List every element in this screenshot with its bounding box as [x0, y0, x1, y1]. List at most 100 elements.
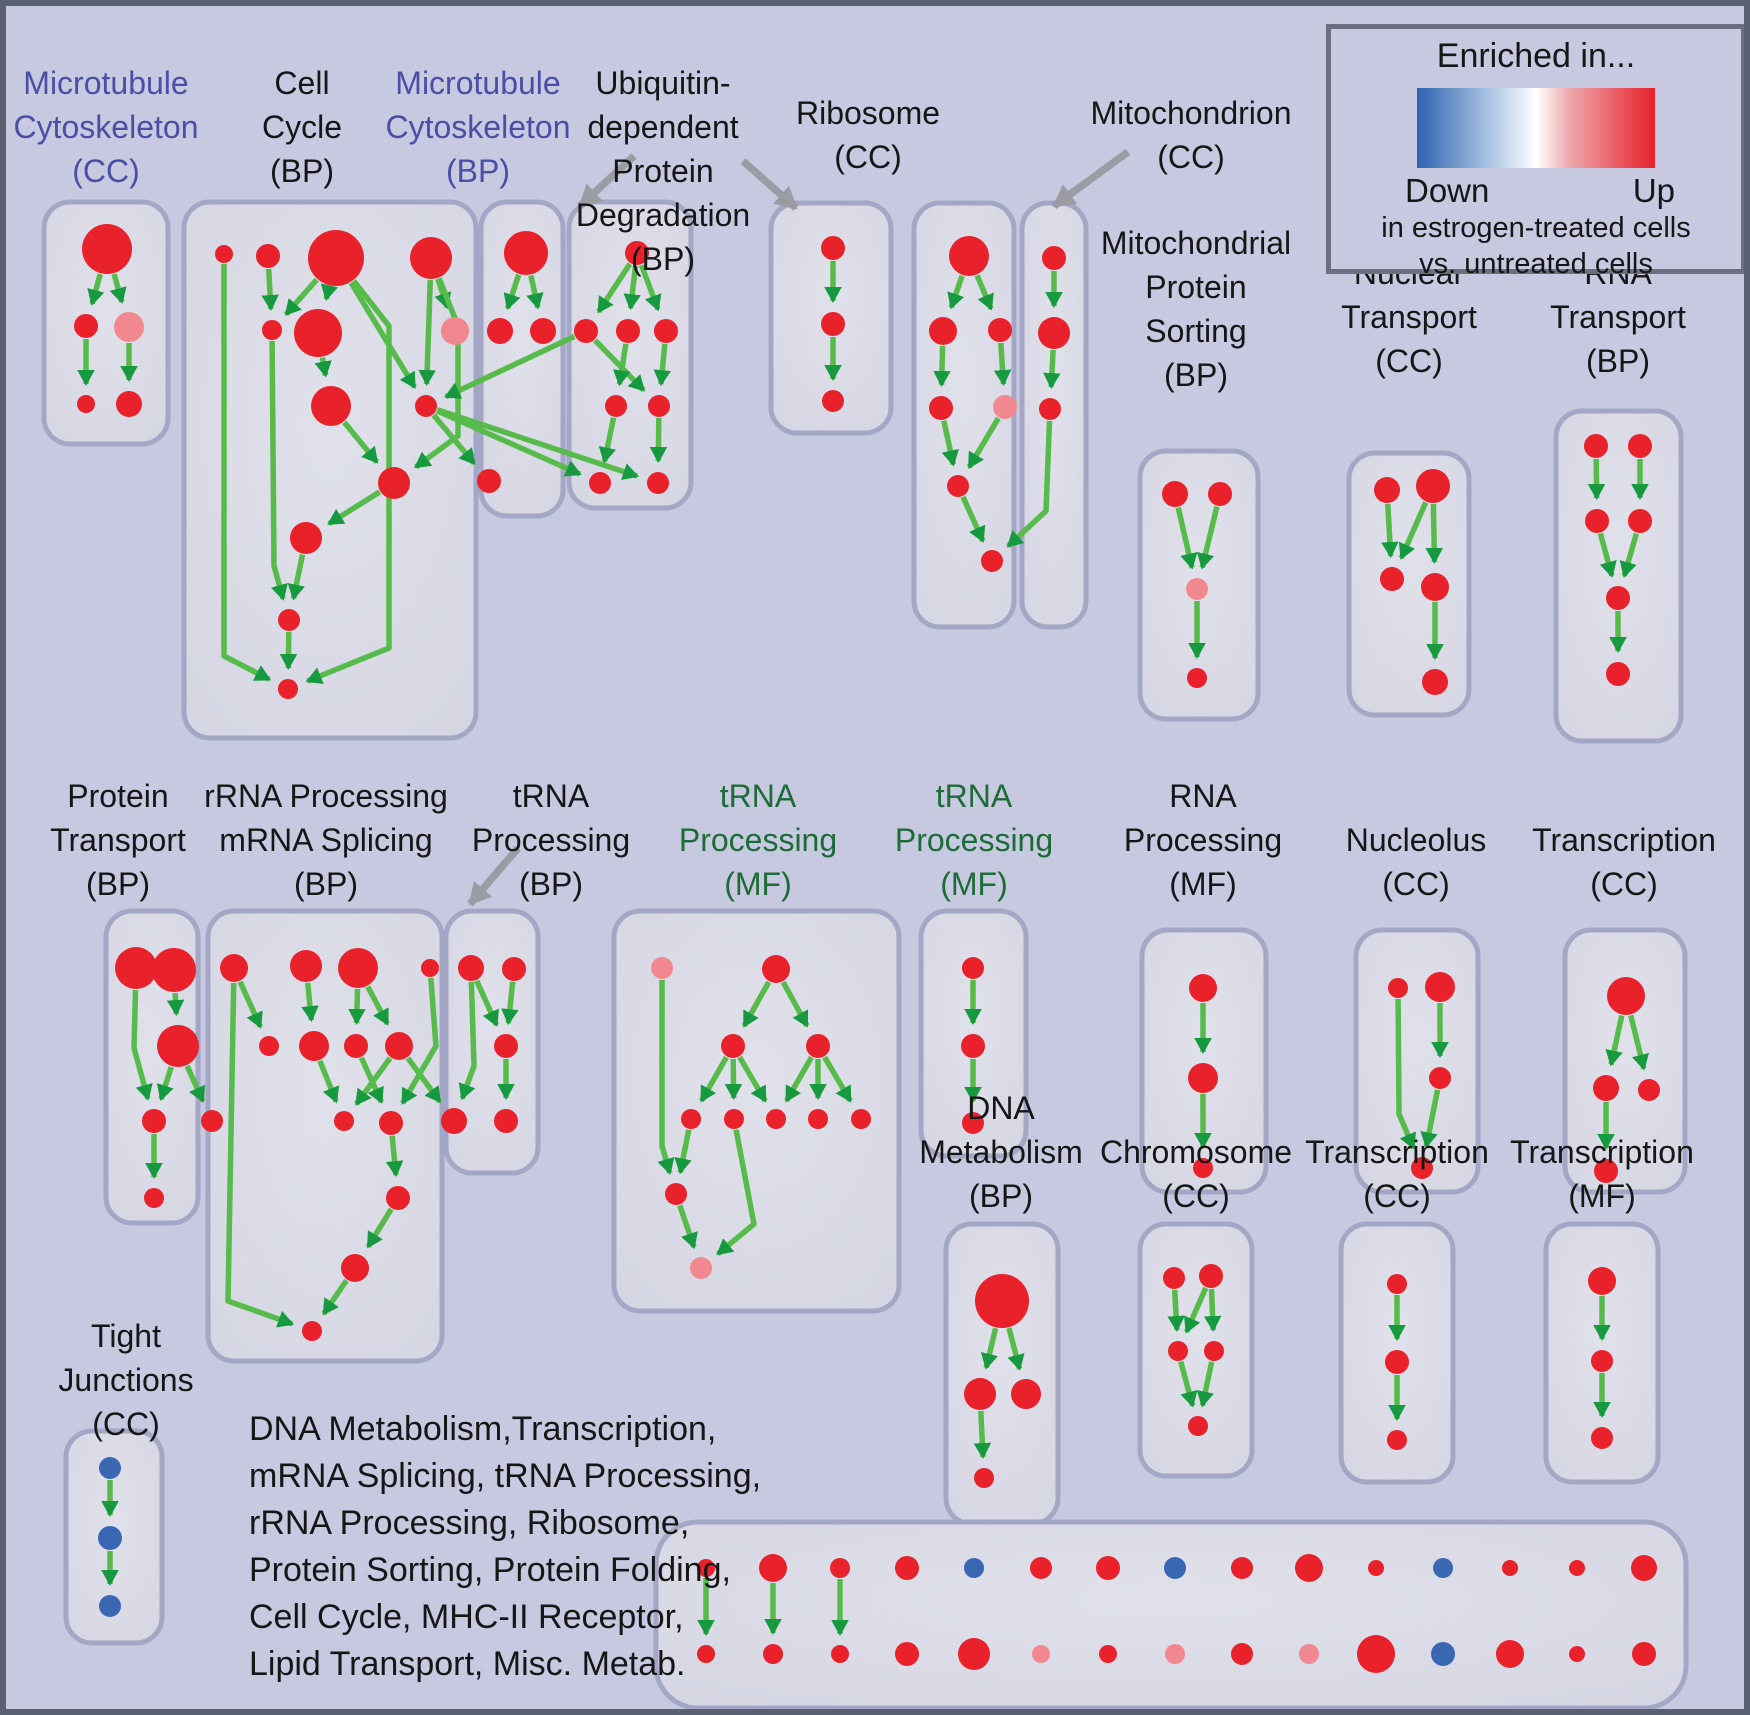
group-box-rna-processing-mf	[1139, 927, 1269, 1195]
network-canvas	[41, 148, 1689, 1709]
go-term-node	[1628, 509, 1652, 533]
group-label-transcription-mf: Transcription (MF)	[1510, 1130, 1694, 1218]
go-term-node	[1593, 1075, 1619, 1101]
go-term-node	[974, 1468, 994, 1488]
edge-arrow	[941, 420, 959, 467]
edge-arrow	[1196, 1361, 1215, 1408]
group-box-chromosome	[1137, 1221, 1255, 1479]
edge-arrow	[348, 988, 366, 1025]
group-label-line: Cytoskeleton	[385, 109, 571, 145]
go-term-node	[1416, 469, 1450, 503]
edge-arrow	[131, 989, 153, 1101]
edge-arrow	[261, 268, 279, 311]
go-term-node	[1038, 317, 1070, 349]
edge-arrow	[699, 1055, 729, 1103]
go-term-node	[98, 1526, 122, 1550]
group-label-line: (CC)	[834, 139, 902, 175]
go-term-node	[338, 948, 378, 988]
edge-arrow	[674, 1129, 692, 1175]
group-label-line: (BP)	[1586, 343, 1650, 379]
legend: Enriched in... Down Up in estrogen-treat…	[1326, 24, 1744, 280]
group-label-line: (MF)	[1568, 1178, 1636, 1214]
edge-arrow	[400, 977, 439, 1105]
group-label-line: (BP)	[518, 866, 583, 902]
group-label-chromosome: Chromosome (CC)	[1100, 1130, 1292, 1218]
go-term-node	[1380, 567, 1404, 591]
group-label-line: (CC)	[1382, 866, 1450, 902]
go-term-node	[99, 1595, 121, 1617]
edge-arrow	[458, 981, 477, 1101]
go-term-node	[99, 1457, 121, 1479]
group-box-trna-bp	[443, 908, 541, 1176]
group-label-line: Mitochondrion	[1090, 95, 1292, 131]
go-term-node	[415, 395, 437, 417]
edge-arrow	[317, 1059, 340, 1104]
group-label-microtubule-bp: Microtubule Cytoskeleton (BP)	[386, 61, 571, 193]
group-label-line: Degradation	[575, 197, 751, 233]
edge-arrow	[822, 1055, 853, 1103]
go-term-node	[822, 390, 844, 412]
group-label-line: Mitochondrial	[1100, 225, 1292, 261]
go-term-node	[1606, 586, 1630, 610]
go-term-node	[1569, 1560, 1585, 1576]
go-term-node	[1187, 668, 1207, 688]
edge-arrow	[1395, 998, 1417, 1150]
go-term-node	[1099, 1645, 1117, 1663]
annotation-arrow	[577, 153, 637, 209]
go-term-node	[1584, 434, 1608, 458]
edge-arrow	[405, 1056, 443, 1104]
go-term-node	[1357, 1635, 1395, 1673]
edge-arrow	[414, 277, 461, 470]
group-label-trna-mf-1: tRNA Processing (MF)	[679, 774, 837, 906]
go-term-node	[477, 469, 501, 493]
go-term-node	[157, 1025, 199, 1067]
edge-arrow	[1183, 1286, 1209, 1334]
group-label-line: (BP)	[631, 241, 695, 277]
group-label-line: rRNA Processing	[204, 778, 448, 814]
go-term-node	[278, 679, 298, 699]
go-term-node	[1374, 477, 1400, 503]
go-term-node	[721, 1034, 745, 1058]
summary-note-line: Protein Sorting, Protein Folding,	[249, 1551, 731, 1589]
go-term-node	[494, 1034, 518, 1058]
legend-subtitle-2: vs. untreated cells	[1419, 248, 1653, 280]
go-term-node	[1496, 1640, 1524, 1668]
group-label-line: Transcription	[1510, 1134, 1694, 1170]
group-label-line: (CC)	[1157, 139, 1225, 175]
edge-arrow	[365, 1207, 394, 1249]
go-term-node	[290, 522, 322, 554]
group-box-trna-mf-large	[611, 908, 902, 1314]
go-term-node	[379, 1111, 403, 1135]
group-label-rna-processing-mf: RNA Processing (MF)	[1124, 774, 1282, 906]
go-term-node	[962, 957, 984, 979]
go-term-node	[1385, 1350, 1409, 1374]
edge-arrow	[980, 1327, 999, 1370]
legend-down-label: Down	[1405, 172, 1490, 209]
go-term-node	[311, 386, 351, 426]
go-term-node	[1032, 1645, 1050, 1663]
go-term-node	[648, 395, 670, 417]
go-term-node	[487, 318, 513, 344]
edge-arrow	[474, 979, 500, 1027]
go-term-node	[616, 319, 640, 343]
group-label-protein-transport: Protein Transport (BP)	[50, 774, 186, 906]
edge-arrow	[596, 262, 633, 314]
group-label-line: Ribosome	[795, 95, 941, 131]
group-label-line: Nucleolus	[1345, 822, 1487, 858]
go-term-node	[929, 317, 957, 345]
group-label-tight-junctions: Tight Junctions (CC)	[58, 1314, 193, 1446]
go-term-node	[458, 955, 484, 981]
go-term-node	[831, 1645, 849, 1663]
group-label-line: (CC)	[1363, 1178, 1431, 1214]
group-label-line: (BP)	[293, 866, 358, 902]
edge-arrow	[966, 416, 1001, 469]
group-label-rrna-mrna: rRNA Processing mRNA Splicing (BP)	[204, 774, 448, 906]
go-term-node	[958, 1638, 990, 1670]
edge-arrow	[237, 980, 263, 1029]
go-term-node	[114, 312, 144, 342]
go-term-node	[895, 1642, 919, 1666]
edge-arrow	[279, 631, 298, 670]
go-term-node	[947, 475, 969, 497]
summary-note: DNA Metabolism,Transcription, mRNA Splici…	[249, 1406, 761, 1688]
go-term-node	[625, 241, 649, 265]
